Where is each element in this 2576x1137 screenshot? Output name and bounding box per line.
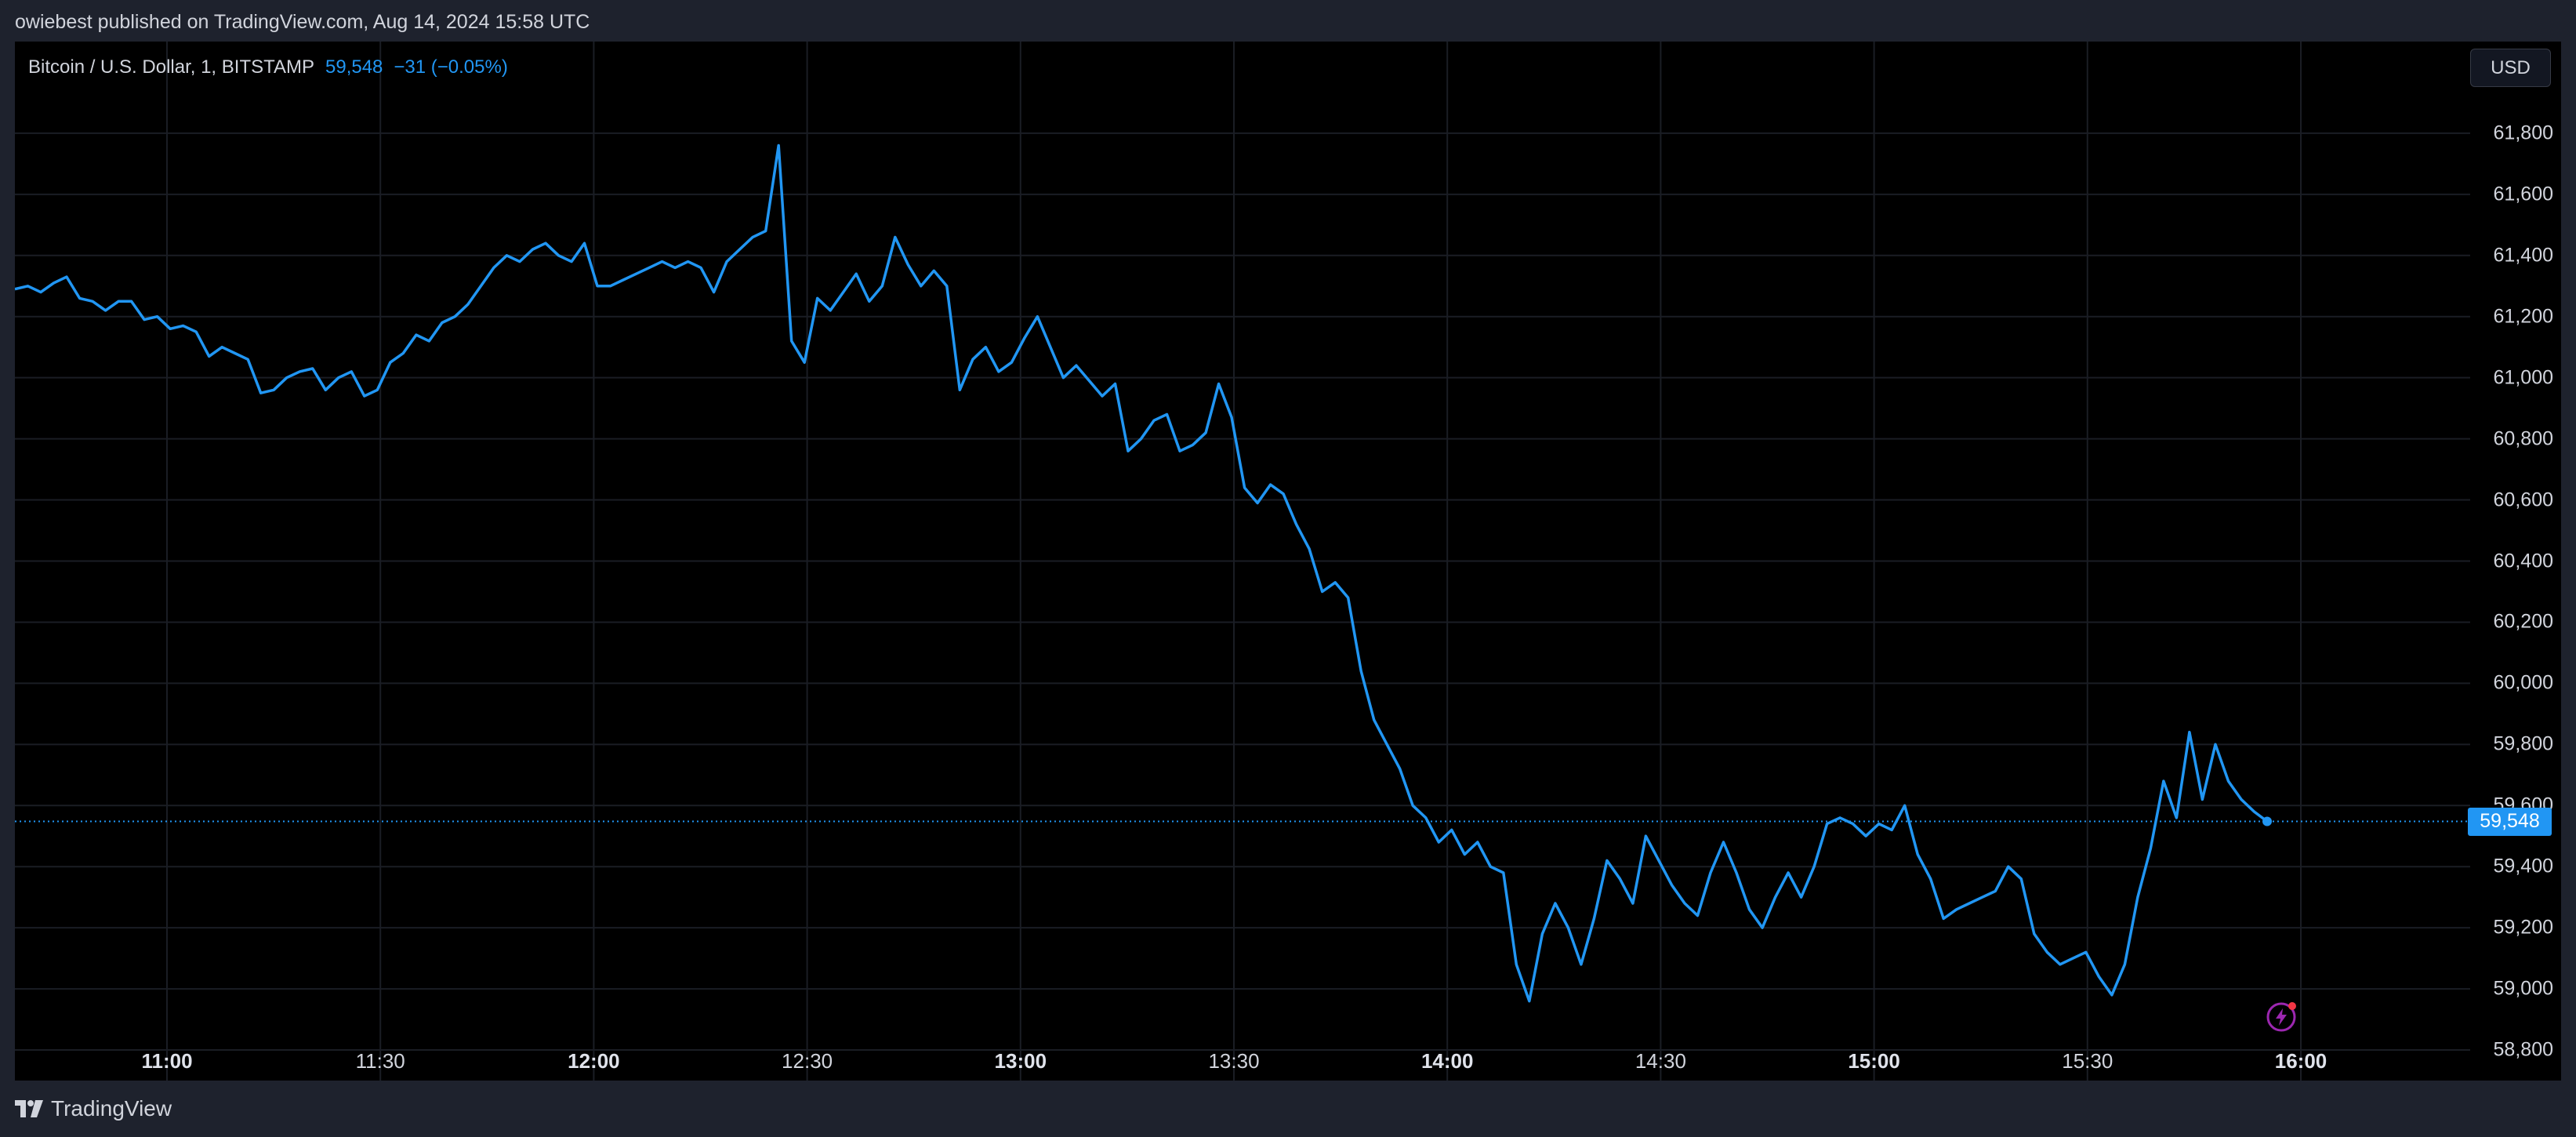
time-tick-label: 13:00: [994, 1049, 1047, 1073]
price-tick-label: 60,200: [2493, 610, 2553, 633]
time-tick-label: 14:30: [1634, 1049, 1686, 1073]
tradingview-logo-icon: [15, 1100, 43, 1117]
price-tick-label: 61,600: [2493, 183, 2553, 205]
last-price-tag: 59,548: [2468, 807, 2552, 836]
legend-symbol: Bitcoin / U.S. Dollar, 1, BITSTAMP: [28, 56, 314, 78]
currency-button[interactable]: USD: [2470, 49, 2551, 87]
price-tick-label: 61,800: [2493, 122, 2553, 144]
price-tick-label: 59,400: [2493, 855, 2553, 877]
price-line: [15, 143, 2269, 1003]
time-tick-label: 15:30: [2062, 1049, 2113, 1073]
price-tick-label: 60,400: [2493, 550, 2553, 572]
last-price-dot: [2262, 816, 2272, 826]
footer-brand: TradingView: [51, 1096, 172, 1121]
time-tick-label: 15:00: [1848, 1049, 1900, 1073]
time-tick-label: 13:30: [1208, 1049, 1260, 1073]
time-tick-label: 11:00: [141, 1049, 193, 1073]
price-tick-label: 59,800: [2493, 732, 2553, 755]
price-tick-label: 60,600: [2493, 489, 2553, 511]
time-tick-label: 12:30: [782, 1049, 833, 1073]
time-tick-label: 14:00: [1420, 1049, 1474, 1073]
price-tick-label: 61,000: [2493, 366, 2553, 389]
price-tick-label: 61,200: [2493, 305, 2553, 328]
alert-bolt-icon[interactable]: [2266, 1001, 2297, 1033]
legend-change: −31 (−0.05%): [394, 56, 508, 78]
price-chart[interactable]: [15, 42, 2470, 1081]
time-tick-label: 12:00: [568, 1049, 620, 1073]
time-tick-label: 11:30: [355, 1049, 405, 1073]
price-tick-label: 58,800: [2493, 1038, 2553, 1061]
legend-last-price: 59,548: [325, 56, 383, 78]
footer-logo[interactable]: TradingView: [15, 1096, 172, 1121]
price-tick-label: 60,000: [2493, 671, 2553, 694]
chart-legend: Bitcoin / U.S. Dollar, 1, BITSTAMP 59,54…: [28, 56, 508, 78]
price-tick-label: 59,200: [2493, 916, 2553, 939]
attribution-text: owiebest published on TradingView.com, A…: [15, 11, 590, 33]
chart-panel[interactable]: [15, 42, 2470, 1081]
price-tick-label: 59,000: [2493, 977, 2553, 1000]
time-tick-label: 16:00: [2274, 1049, 2327, 1073]
price-tick-label: 60,800: [2493, 427, 2553, 450]
price-axis[interactable]: 61,800 61,600 61,400 61,200 61,000 60,800 60,6…: [2470, 42, 2561, 1081]
price-tick-label: 61,400: [2493, 244, 2553, 267]
